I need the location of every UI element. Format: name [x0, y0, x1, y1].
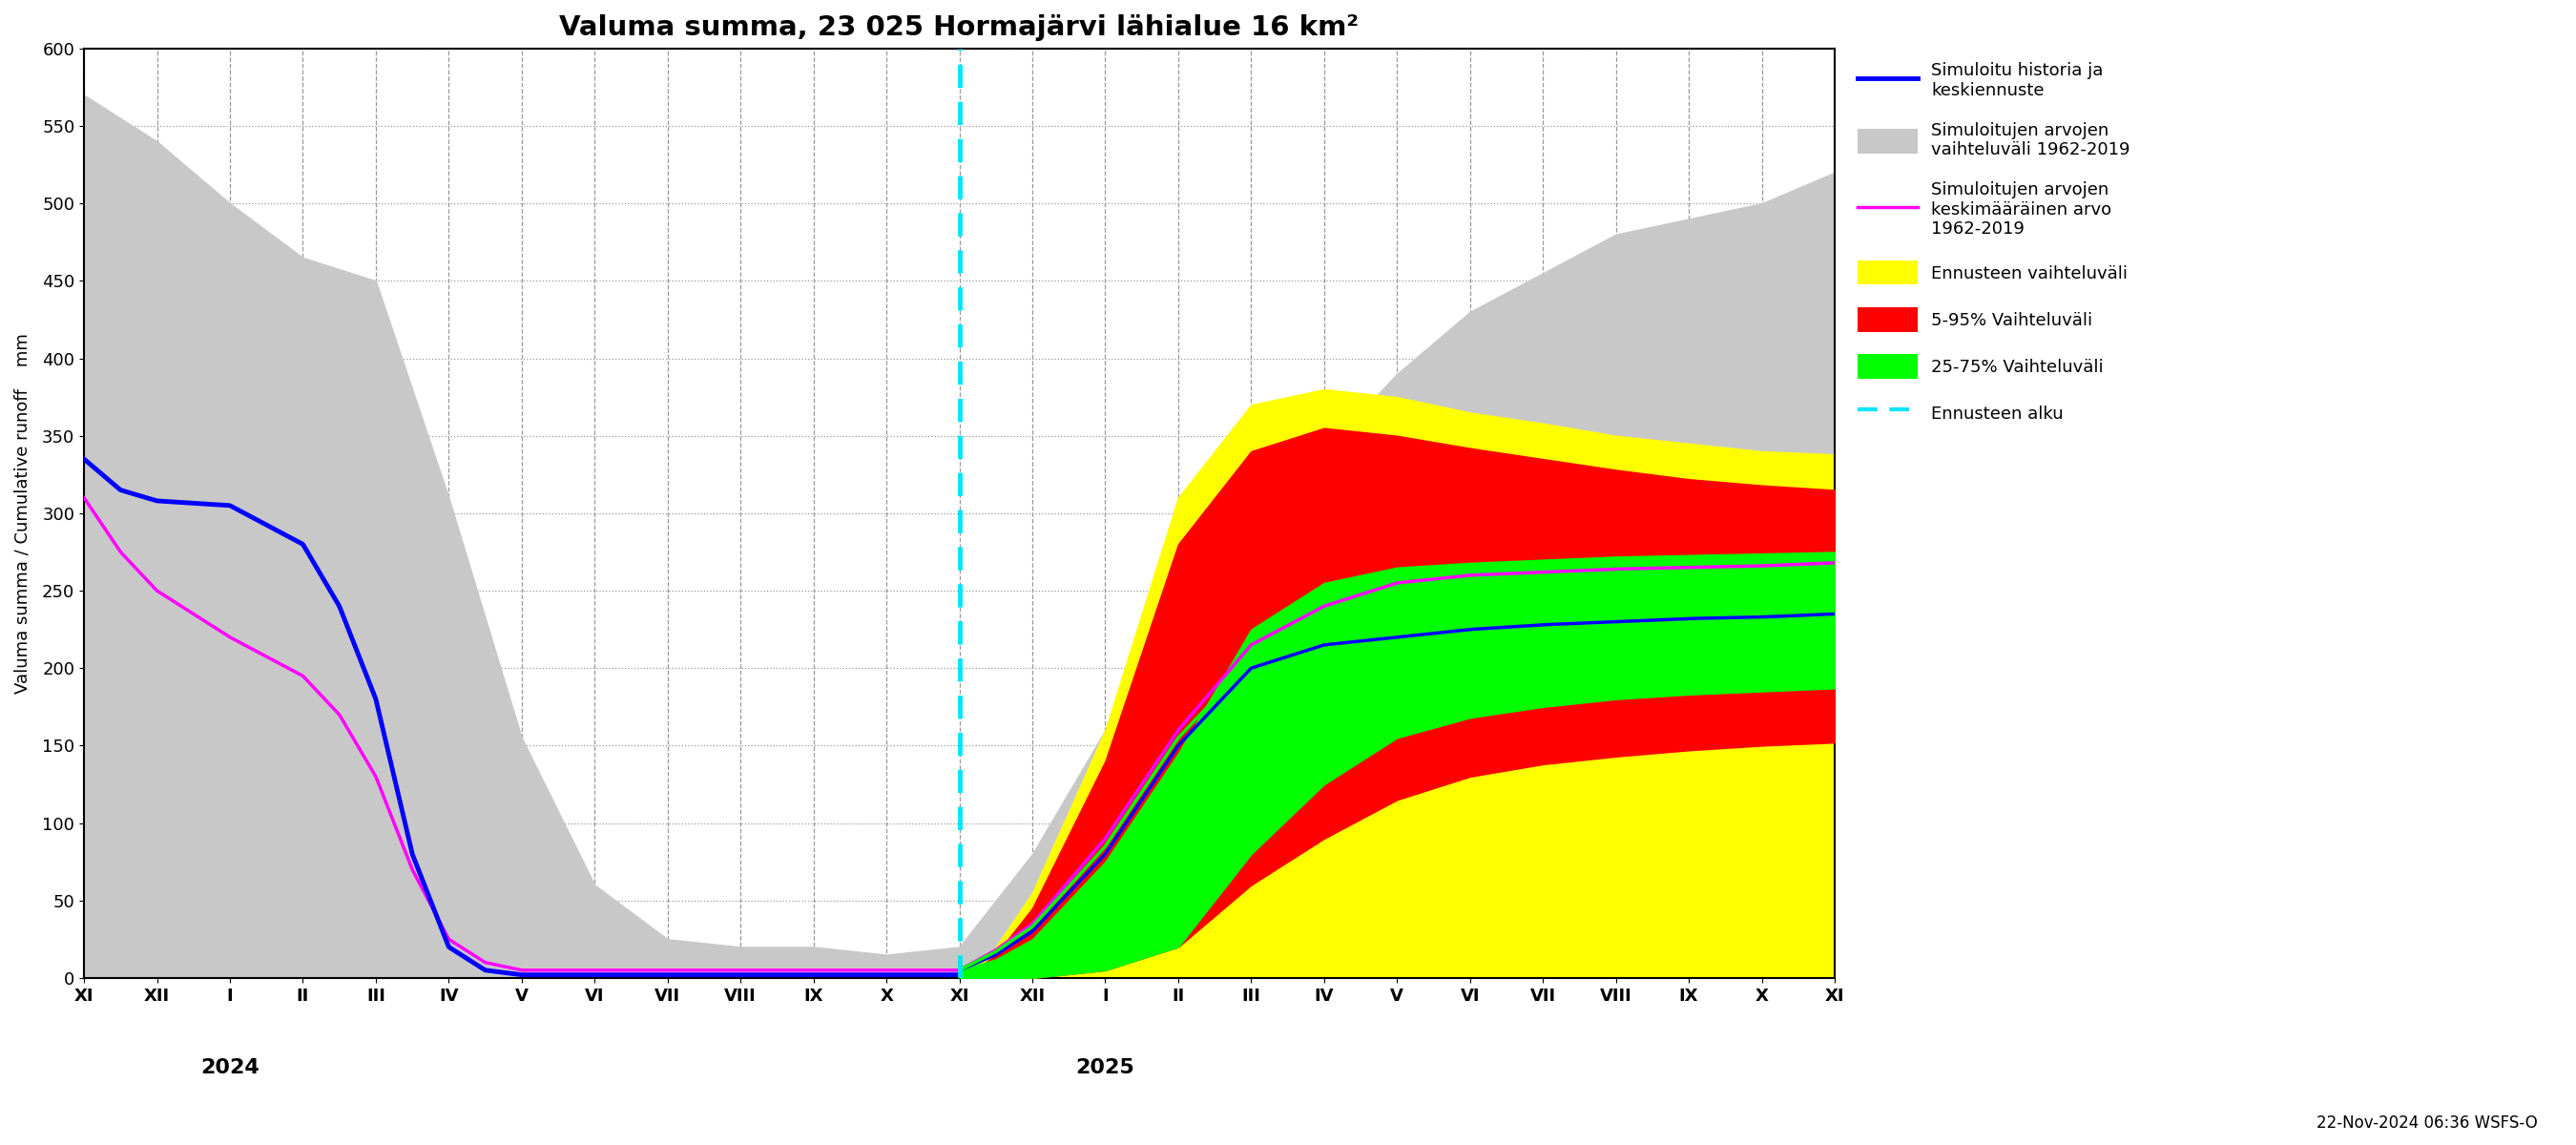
Title: Valuma summa, 23 025 Hormajärvi lähialue 16 km²: Valuma summa, 23 025 Hormajärvi lähialue… — [559, 14, 1360, 41]
Text: 22-Nov-2024 06:36 WSFS-O: 22-Nov-2024 06:36 WSFS-O — [2316, 1114, 2537, 1131]
Text: 2025: 2025 — [1077, 1058, 1133, 1077]
Legend: Simuloitu historia ja
keskiennuste, Simuloitujen arvojen
vaihteluväli 1962-2019,: Simuloitu historia ja keskiennuste, Simu… — [1852, 57, 2136, 431]
Text: 2024: 2024 — [201, 1058, 260, 1077]
Y-axis label: Valuma summa / Cumulative runoff    mm: Valuma summa / Cumulative runoff mm — [15, 333, 31, 694]
